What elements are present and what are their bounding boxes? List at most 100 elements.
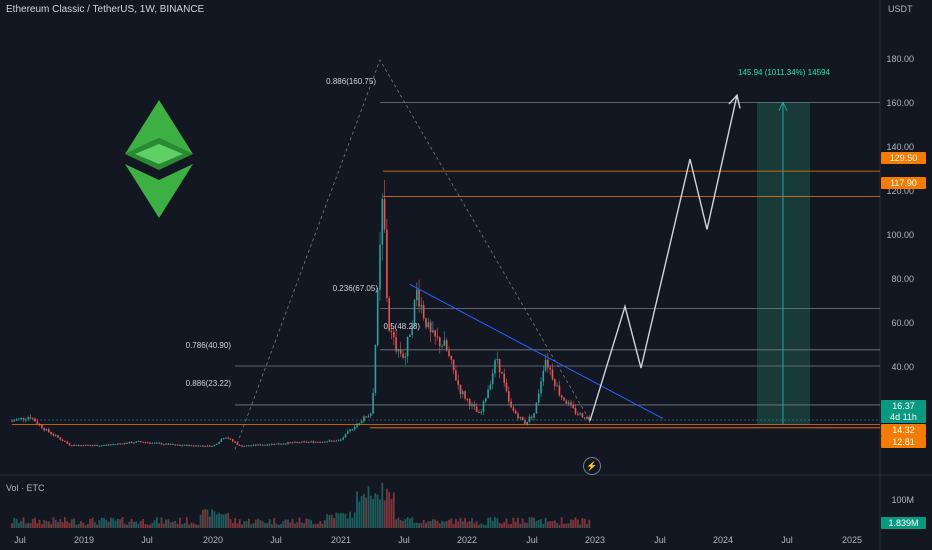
candle-body [344, 433, 347, 438]
x-tick-label: Jul [141, 535, 153, 545]
candle-body [519, 416, 522, 419]
candle-body [255, 444, 257, 446]
volume-bar [300, 522, 303, 528]
candle-body [278, 443, 280, 445]
candle-body [43, 428, 45, 431]
level-129-tag: 129.50 [881, 152, 926, 164]
volume-bar [579, 524, 581, 528]
symbol-title[interactable]: Ethereum Classic / TetherUS, 1W, BINANCE [6, 4, 205, 15]
candle-body [501, 372, 503, 374]
volume-bar [432, 519, 434, 528]
candle-body [126, 442, 128, 444]
candle-body [103, 445, 105, 447]
candle-body [149, 442, 151, 444]
candle-body [514, 410, 517, 414]
candle-body [271, 443, 273, 445]
volume-label[interactable]: Vol · ETC [6, 483, 45, 493]
candle-body [533, 413, 535, 418]
volume-bar [231, 522, 234, 528]
volume-bar [305, 518, 308, 528]
projection-path[interactable] [589, 95, 738, 422]
volume-bar [464, 517, 466, 528]
candle-body [450, 355, 453, 360]
fib-label-0886-bottom: 0.886(23.22) [185, 379, 231, 388]
volume-bar [238, 519, 241, 528]
volume-bar [70, 519, 73, 528]
fib-triangle[interactable] [234, 59, 591, 450]
volume-bar [374, 493, 377, 528]
candle-body [434, 330, 436, 337]
lightning-icon[interactable]: ⚡ [583, 457, 601, 475]
candle-body [80, 445, 82, 447]
candle-body [163, 444, 165, 446]
candle-body [432, 330, 434, 333]
volume-bar [455, 519, 457, 528]
candle-body [301, 441, 303, 443]
x-tick-label: Jul [781, 535, 793, 545]
volume-bar [319, 521, 322, 528]
volume-bar [151, 523, 154, 528]
volume-bar [436, 520, 439, 528]
candle-body [411, 325, 413, 335]
candle-body [498, 359, 501, 373]
volume-bar [137, 523, 140, 528]
volume-bar [185, 517, 188, 528]
candle-body [94, 445, 96, 447]
candle-body [222, 438, 225, 440]
candle-body [68, 443, 71, 446]
candle-body [489, 384, 492, 390]
volume-bar [11, 523, 13, 528]
x-tick-label: Jul [526, 535, 538, 545]
candle-body [75, 444, 78, 446]
volume-bar [110, 517, 112, 528]
y-tick-label: 60.00 [891, 318, 914, 328]
candle-body [397, 349, 400, 352]
candle-body [443, 340, 446, 346]
candle-body [540, 381, 542, 394]
candle-body [144, 442, 147, 444]
candle-body [305, 441, 308, 443]
candle-body [25, 419, 27, 421]
candle-body [542, 370, 545, 382]
volume-bar [31, 518, 34, 528]
volume-bar [181, 524, 184, 528]
volume-bar [494, 517, 496, 528]
volume-bar [208, 516, 211, 528]
volume-bar [459, 518, 462, 528]
candle-body [183, 444, 186, 446]
volume-bar [468, 521, 471, 528]
volume-bar [179, 517, 181, 528]
candle-body [560, 395, 563, 398]
candle-body [351, 429, 354, 431]
volume-bar [206, 509, 209, 528]
volume-bar [158, 523, 161, 528]
volume-bar [326, 514, 328, 528]
volume-bar [273, 518, 276, 528]
volume-bar [328, 514, 331, 528]
volume-bar [243, 521, 246, 528]
candle-body [176, 444, 179, 446]
candle-body [337, 440, 340, 442]
volume-bar [445, 521, 448, 528]
candle-body [250, 445, 252, 447]
volume-bar [553, 520, 556, 528]
candle-body [330, 440, 333, 442]
volume-bar [245, 521, 248, 528]
volume-bar [409, 518, 411, 528]
candle-body [321, 441, 324, 443]
volume-bar [376, 494, 379, 528]
trendline[interactable] [409, 283, 664, 420]
y-tick-label: 120.00 [886, 186, 914, 196]
candle-body [123, 442, 126, 445]
volume-bar [284, 519, 287, 528]
candle-body [234, 441, 236, 443]
candle-body [487, 389, 489, 399]
candle-body [229, 438, 232, 440]
candle-body [174, 444, 177, 446]
volume-bar [169, 522, 172, 528]
volume-bar [114, 520, 117, 528]
volume-bar [533, 517, 535, 528]
candle-body [110, 444, 112, 446]
